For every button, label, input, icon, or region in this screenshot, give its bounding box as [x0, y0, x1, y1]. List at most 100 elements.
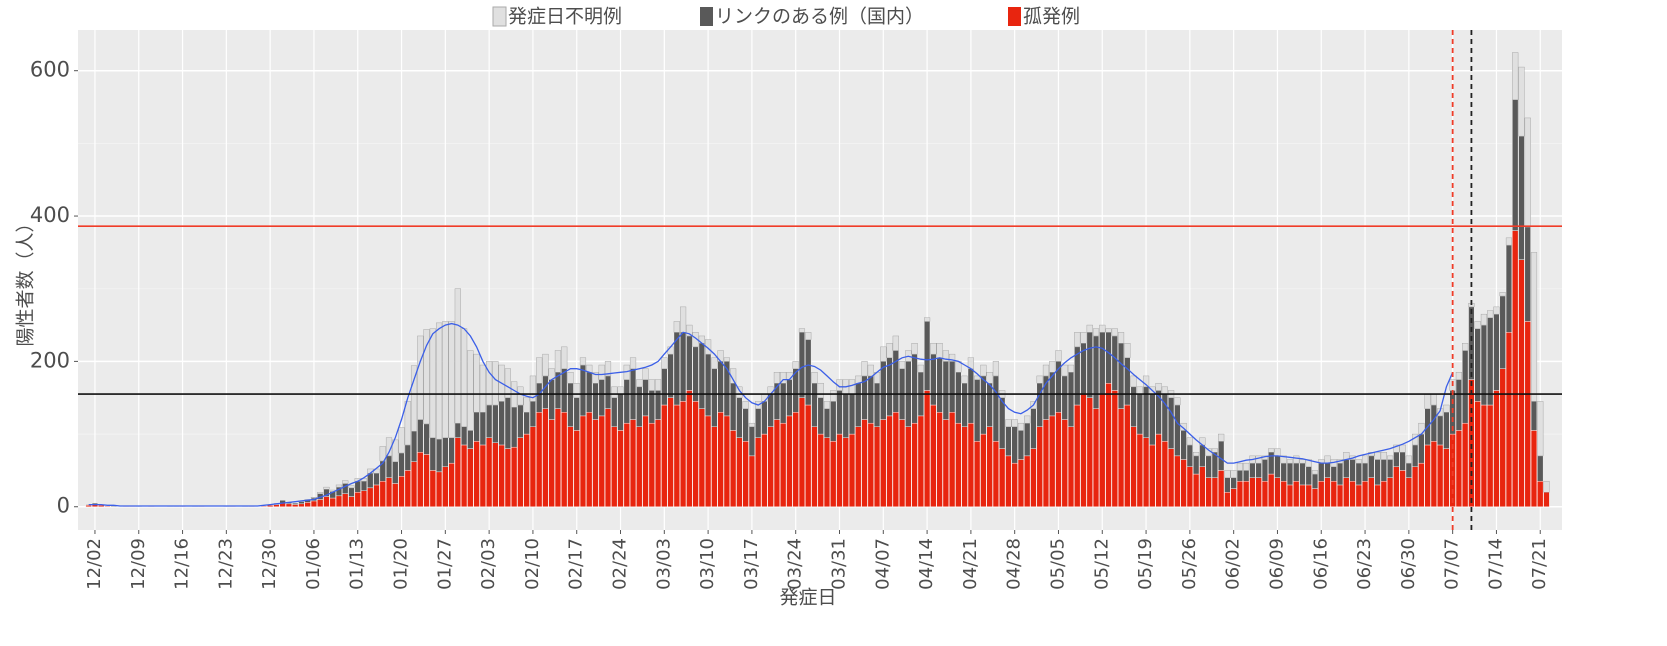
bar-segment [392, 461, 399, 484]
bar-segment [924, 317, 931, 322]
bar-segment [811, 426, 818, 507]
bar-segment [867, 375, 874, 424]
bar-segment [98, 505, 105, 507]
bar-segment [317, 499, 324, 507]
bar-segment [335, 495, 343, 507]
bar-segment [1199, 466, 1206, 507]
bar-segment [1105, 382, 1112, 507]
bar-segment [623, 379, 630, 424]
bar-segment [410, 430, 418, 462]
x-tick-label: 12/09 [128, 538, 149, 590]
bar-segment [404, 470, 411, 507]
bar-segment [323, 486, 330, 490]
bar-segment [423, 329, 430, 425]
bar-segment [1324, 477, 1331, 507]
bar-segment [1455, 372, 1462, 380]
legend-swatch [1008, 7, 1021, 26]
bar-segment [1130, 386, 1137, 428]
bar-segment [1236, 470, 1244, 482]
bar-segment [1168, 448, 1175, 507]
bar-segment [1218, 470, 1225, 507]
bar-segment [1543, 492, 1550, 507]
bar-segment [1462, 343, 1469, 351]
bar-segment [598, 415, 605, 507]
bar-segment [1268, 448, 1275, 453]
bar-segment [1299, 484, 1306, 507]
bar-segment [1149, 393, 1156, 446]
bar-segment [417, 452, 424, 507]
x-tick-label: 02/24 [610, 538, 631, 590]
bar-segment [1387, 477, 1394, 507]
bar-segment [1474, 328, 1481, 402]
bar-segment [755, 408, 762, 438]
bar-segment [961, 426, 968, 507]
bar-segment [561, 346, 568, 369]
bar-segment [1499, 368, 1506, 507]
bar-segment [392, 483, 399, 507]
bar-segment [467, 448, 474, 507]
bar-segment [974, 375, 981, 380]
bar-segment [1286, 462, 1294, 486]
bar-segment [1224, 470, 1231, 478]
bar-segment [798, 397, 806, 507]
bar-segment [611, 426, 618, 507]
bar-segment [1530, 401, 1538, 431]
bar-segment [705, 353, 712, 417]
bar-segment [986, 426, 993, 507]
bar-segment [873, 382, 881, 428]
bar-segment [329, 497, 336, 507]
x-tick-label: 05/12 [1091, 538, 1112, 590]
bar-segment [1512, 52, 1519, 100]
bar-segment [924, 390, 931, 507]
bar-segment [767, 393, 774, 428]
bar-segment [773, 372, 781, 384]
bar-segment [1236, 481, 1244, 507]
bar-segment [792, 412, 799, 507]
bar-segment [1099, 332, 1106, 395]
bar-segment [723, 357, 730, 362]
bar-segment [348, 485, 355, 489]
bar-segment [992, 361, 999, 377]
bar-segment [1512, 230, 1519, 507]
bar-segment [1086, 332, 1093, 398]
x-tick-label: 12/30 [259, 538, 280, 590]
bar-segment [1042, 419, 1050, 507]
x-tick-label: 02/10 [522, 538, 543, 590]
bar-segment [1505, 244, 1513, 333]
bar-segment [817, 397, 824, 435]
bar-segment [842, 393, 849, 438]
bar-segment [373, 473, 380, 486]
bar-segment [1349, 481, 1356, 507]
bar-segment [385, 477, 393, 507]
bar-segment [1186, 466, 1193, 507]
x-tick-label: 06/02 [1223, 538, 1244, 590]
x-tick-label: 03/31 [828, 538, 849, 590]
bar-segment [1318, 462, 1325, 482]
bar-segment [523, 433, 530, 507]
bar-segment [1136, 433, 1143, 507]
bar-segment [1124, 343, 1131, 358]
bar-segment [836, 390, 843, 435]
bar-segment [410, 461, 418, 507]
bar-segment [592, 372, 599, 384]
bar-segment [379, 446, 386, 462]
bar-segment [654, 419, 662, 507]
bar-segment [730, 382, 737, 431]
bar-segment [448, 321, 455, 438]
bar-segment [1111, 328, 1118, 337]
bar-segment [867, 364, 874, 377]
bar-segment [1080, 393, 1087, 507]
legend-swatch [492, 6, 507, 27]
bar-segment [1405, 477, 1412, 507]
bar-segment [1343, 459, 1350, 478]
bar-segment [999, 448, 1006, 507]
bar-segment [617, 386, 624, 395]
bar-segment [1280, 455, 1287, 464]
bar-segment [1293, 481, 1300, 507]
bar-segment [1230, 477, 1237, 489]
bar-segment [342, 480, 349, 484]
bar-segment [629, 357, 637, 369]
bar-segment [1236, 462, 1244, 471]
bar-segment [561, 412, 568, 507]
bar-segment [1299, 462, 1306, 486]
